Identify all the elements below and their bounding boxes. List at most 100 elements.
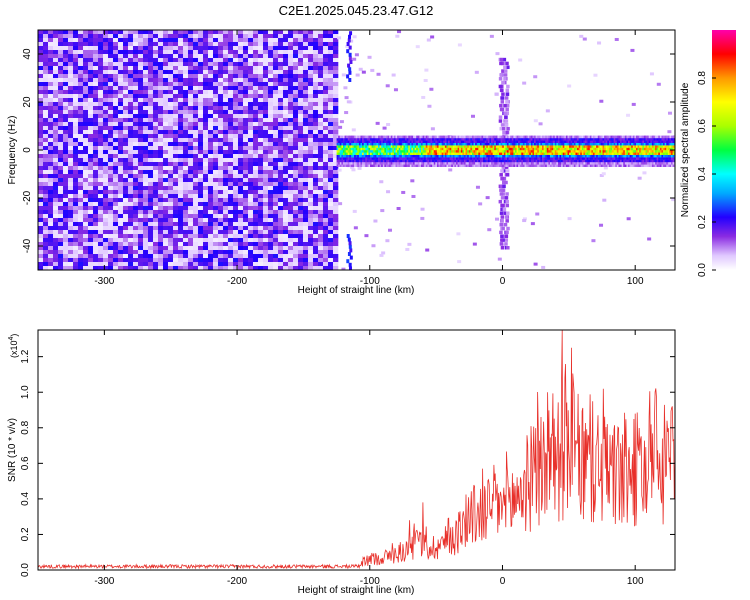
heatmap-cell <box>339 135 342 139</box>
heatmap-cell <box>253 238 259 243</box>
heatmap-cell <box>238 90 244 95</box>
heatmap-cell <box>43 162 49 167</box>
heatmap-cell <box>63 194 69 199</box>
heatmap-cell <box>387 164 390 167</box>
heatmap-cell <box>223 86 229 91</box>
heatmap-cell <box>63 234 69 239</box>
heatmap-cell <box>243 42 249 47</box>
heatmap-cell <box>349 31 353 36</box>
heatmap-cell <box>178 250 184 255</box>
heatmap-cell <box>303 118 309 123</box>
heatmap-cell <box>238 66 244 71</box>
heatmap-cell <box>258 122 264 127</box>
heatmap-cell <box>371 150 374 153</box>
heatmap-cell <box>328 258 334 263</box>
heatmap-cell <box>350 157 354 160</box>
heatmap-cell <box>567 217 572 221</box>
heatmap-cell <box>133 162 139 167</box>
heatmap-cell <box>223 54 229 59</box>
heatmap-cell <box>158 94 164 99</box>
heatmap-cell <box>148 98 154 103</box>
heatmap-cell <box>173 230 179 235</box>
heatmap-cell <box>213 170 219 175</box>
heatmap-cell <box>208 230 214 235</box>
heatmap-cell <box>113 242 119 247</box>
heatmap-cell <box>88 186 94 191</box>
heatmap-cell <box>208 114 214 119</box>
heatmap-cell <box>273 254 279 259</box>
heatmap-cell <box>78 34 84 39</box>
heatmap-cell <box>188 226 194 231</box>
heatmap-cell <box>298 34 304 39</box>
heatmap-cell <box>425 145 428 148</box>
heatmap-cell <box>344 145 347 148</box>
heatmap-cell <box>288 34 294 39</box>
heatmap-cell <box>456 232 461 236</box>
heatmap-cell <box>456 145 459 148</box>
heatmap-cell <box>118 166 124 171</box>
heatmap-cell <box>420 162 424 165</box>
heatmap-cell <box>505 61 509 66</box>
heatmap-cell <box>218 182 224 187</box>
heatmap-cell <box>288 110 294 115</box>
heatmap-cell <box>128 210 134 215</box>
heatmap-cell <box>78 154 84 159</box>
heatmap-cell <box>459 140 462 143</box>
heatmap-cell <box>253 134 259 139</box>
heatmap-cell <box>298 178 304 183</box>
heatmap-cell <box>128 126 134 131</box>
heatmap-cell <box>98 146 104 151</box>
heatmap-cell <box>108 98 114 103</box>
heatmap-cell <box>103 130 109 135</box>
heatmap-cell <box>323 150 329 155</box>
heatmap-cell <box>505 203 510 208</box>
heatmap-cell <box>360 135 363 139</box>
heatmap-cell <box>118 126 124 131</box>
heatmap-cell <box>143 214 149 219</box>
heatmap-cell <box>148 194 154 199</box>
heatmap-cell <box>73 222 79 227</box>
heatmap-cell <box>376 154 379 158</box>
heatmap-cell <box>385 140 389 143</box>
heatmap-cell <box>352 138 355 141</box>
heatmap-cell <box>68 106 74 111</box>
heatmap-cell <box>168 146 174 151</box>
heatmap-cell <box>198 50 204 55</box>
heatmap-cell <box>416 140 419 143</box>
heatmap-cell <box>48 98 54 103</box>
heatmap-cell <box>411 159 414 163</box>
heatmap-cell <box>113 46 119 51</box>
heatmap-cell <box>293 198 299 203</box>
heatmap-cell <box>178 82 184 87</box>
heatmap-cell <box>452 135 456 139</box>
heatmap-cell <box>128 230 134 235</box>
heatmap-cell <box>499 188 503 192</box>
heatmap-cell <box>392 162 395 165</box>
heatmap-cell <box>193 158 199 163</box>
heatmap-cell <box>263 102 269 107</box>
heatmap-cell <box>403 140 406 143</box>
heatmap-cell <box>248 38 254 43</box>
heatmap-cell <box>328 166 334 171</box>
heatmap-cell <box>128 246 134 251</box>
heatmap-cell <box>118 118 124 123</box>
heatmap-cell <box>68 174 74 179</box>
heatmap-cell <box>98 210 104 215</box>
heatmap-cell <box>183 262 189 267</box>
heatmap-cell <box>83 210 89 215</box>
heatmap-cell <box>362 140 365 143</box>
heatmap-cell <box>341 150 344 153</box>
heatmap-cell <box>213 50 219 55</box>
heatmap-cell <box>88 154 94 159</box>
heatmap-cell <box>203 154 209 159</box>
heatmap-cell <box>68 194 74 199</box>
heatmap-cell <box>268 62 274 67</box>
heatmap-cell <box>339 120 344 124</box>
heatmap-cell <box>53 254 59 259</box>
heatmap-cell <box>401 145 405 148</box>
heatmap-cell <box>193 90 199 95</box>
heatmap-cell <box>198 218 204 223</box>
heatmap-cell <box>414 157 417 160</box>
heatmap-cell <box>188 66 194 71</box>
heatmap-cell <box>188 38 194 43</box>
